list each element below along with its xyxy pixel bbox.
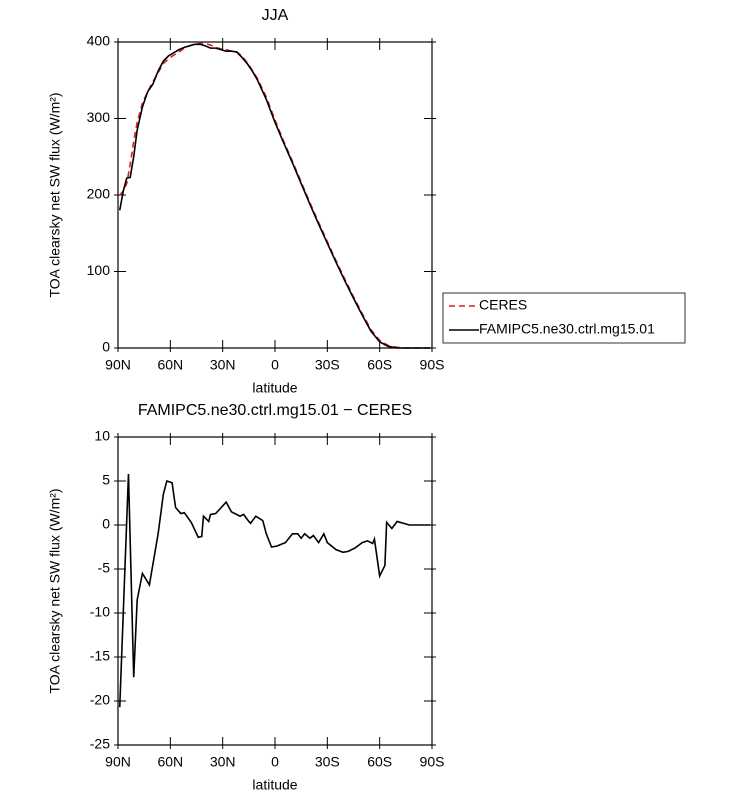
y-tick-label: -5	[98, 560, 111, 576]
x-tick-label: 30N	[210, 357, 236, 373]
data-line	[118, 43, 431, 349]
x-tick-label: 60S	[367, 357, 392, 373]
y-tick-label: 0	[102, 339, 110, 355]
y-tick-label: 10	[94, 428, 110, 444]
legend-label: FAMIPC5.ne30.ctrl.mg15.01	[479, 321, 655, 337]
chart-title: FAMIPC5.ne30.ctrl.mg15.01 − CERES	[138, 402, 412, 419]
y-tick-label: 200	[87, 186, 111, 202]
x-tick-label: 0	[271, 754, 279, 770]
y-tick-label: -10	[90, 604, 110, 620]
y-tick-label: -20	[90, 692, 110, 708]
x-tick-label: 90N	[105, 357, 131, 373]
x-tick-label: 30N	[210, 754, 236, 770]
x-axis-label: latitude	[252, 777, 297, 793]
x-tick-label: 90S	[420, 357, 445, 373]
plot-frame	[117, 436, 433, 746]
data-line	[119, 42, 431, 349]
y-axis-label: TOA clearsky net SW flux (W/m²)	[47, 92, 63, 297]
y-tick-label: -15	[90, 648, 110, 664]
legend-box	[442, 292, 686, 344]
y-tick-label: 300	[87, 109, 111, 125]
legend-label: CERES	[479, 297, 527, 313]
x-axis-label: latitude	[252, 380, 297, 396]
x-tick-label: 30S	[315, 357, 340, 373]
chart-title: JJA	[262, 7, 289, 24]
x-tick-label: 0	[271, 357, 279, 373]
x-tick-label: 90N	[105, 754, 131, 770]
y-tick-label: -25	[90, 736, 110, 752]
x-tick-label: 60N	[157, 357, 183, 373]
plot-frame	[117, 41, 433, 349]
y-tick-label: 5	[102, 472, 110, 488]
x-tick-label: 30S	[315, 754, 340, 770]
y-tick-label: 400	[87, 33, 111, 49]
y-tick-label: 0	[102, 516, 110, 532]
x-tick-label: 60S	[367, 754, 392, 770]
y-tick-label: 100	[87, 262, 111, 278]
data-line	[118, 473, 431, 708]
x-tick-label: 90S	[420, 754, 445, 770]
x-tick-label: 60N	[157, 754, 183, 770]
y-axis-label: TOA clearsky net SW flux (W/m²)	[47, 488, 63, 693]
